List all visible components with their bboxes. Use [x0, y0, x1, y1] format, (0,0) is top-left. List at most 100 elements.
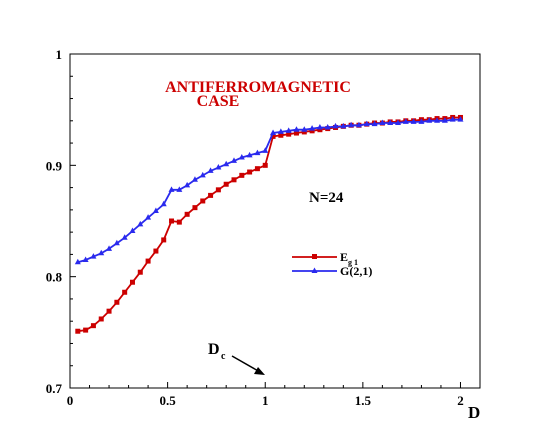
data-point-eg1	[83, 327, 89, 333]
data-point-g21	[324, 123, 331, 130]
data-point-eg1	[75, 328, 81, 334]
x-tick-label: 0.5	[159, 393, 176, 408]
case-label-line2: CASE	[197, 93, 240, 110]
data-point-eg1	[262, 162, 268, 168]
data-point-g21	[426, 117, 433, 123]
data-point-g21	[74, 258, 81, 265]
data-point-g21	[113, 239, 120, 246]
data-point-g21	[262, 147, 269, 153]
x-tick-label: 1	[262, 393, 269, 408]
data-point-g21	[152, 207, 159, 213]
series-line-g21	[77, 118, 461, 264]
data-point-g21	[434, 117, 441, 123]
data-point-g21	[379, 119, 386, 126]
series-line-eg1	[77, 116, 461, 333]
data-point-eg1	[286, 131, 292, 137]
data-point-g21	[215, 164, 222, 170]
data-point-eg1	[122, 289, 128, 295]
dc-arrowhead	[254, 367, 265, 375]
data-point-eg1	[223, 181, 229, 187]
data-point-eg1	[270, 133, 276, 139]
data-point-g21	[277, 128, 284, 134]
data-point-g21	[340, 122, 347, 129]
x-tick-label: 2	[457, 393, 464, 408]
legend-label-g21: G(2,1)	[340, 264, 372, 278]
data-point-eg1	[254, 166, 260, 172]
series-layer	[74, 114, 464, 334]
data-point-g21	[332, 122, 339, 129]
legend-label-eg1: E	[340, 250, 348, 264]
y-tick-label: 0.8	[46, 270, 63, 285]
data-point-eg1	[145, 258, 151, 264]
legend-label-eg1-subscript: g 1	[348, 258, 358, 267]
data-point-eg1	[184, 211, 190, 217]
data-point-g21	[301, 126, 308, 132]
data-point-g21	[176, 186, 183, 192]
data-point-g21	[363, 120, 370, 127]
case-label-line1: ANTIFERROMAGNETIC	[165, 79, 351, 96]
data-point-g21	[285, 127, 292, 133]
n-label: N=24	[309, 190, 344, 206]
data-point-eg1	[129, 279, 135, 285]
data-point-g21	[246, 151, 253, 158]
legend-marker-eg1	[312, 254, 317, 259]
data-point-g21	[184, 181, 191, 188]
data-point-eg1	[114, 299, 120, 305]
data-point-g21	[395, 119, 401, 126]
data-point-eg1	[231, 177, 237, 183]
data-point-eg1	[106, 308, 112, 314]
data-point-g21	[418, 118, 425, 124]
y-tick-label: 0.7	[46, 381, 63, 396]
data-point-g21	[106, 245, 113, 251]
data-point-g21	[254, 149, 261, 156]
data-point-eg1	[137, 269, 143, 275]
data-point-eg1	[278, 132, 284, 138]
data-point-eg1	[309, 128, 315, 134]
data-point-eg1	[176, 219, 182, 225]
data-point-g21	[129, 227, 136, 234]
data-point-eg1	[301, 129, 307, 135]
data-point-eg1	[169, 218, 175, 224]
data-point-g21	[145, 214, 152, 220]
data-point-g21	[90, 253, 97, 259]
data-point-g21	[441, 117, 448, 123]
data-point-eg1	[247, 169, 253, 175]
x-tick-label: 0	[67, 393, 74, 408]
data-point-g21	[121, 234, 128, 240]
data-point-eg1	[192, 205, 198, 211]
data-point-g21	[402, 118, 409, 124]
data-point-g21	[199, 171, 206, 178]
data-point-g21	[270, 129, 277, 136]
data-point-g21	[355, 121, 362, 128]
dc-label: D	[208, 341, 220, 358]
y-tick-label: 0.9	[46, 158, 63, 173]
data-point-g21	[98, 249, 105, 256]
x-tick-label: 1.5	[355, 393, 372, 408]
legend-marker-g21	[311, 267, 318, 273]
axis-ticks: 0 0.5 1 1.5 2 0.7 0.8 0.9 1	[46, 47, 464, 408]
data-point-g21	[231, 157, 237, 163]
data-point-g21	[457, 116, 464, 122]
data-point-eg1	[215, 187, 221, 193]
data-point-eg1	[90, 323, 96, 329]
data-point-g21	[207, 167, 214, 173]
data-point-g21	[449, 116, 456, 122]
data-point-eg1	[208, 192, 214, 198]
data-point-g21	[293, 126, 300, 132]
data-point-eg1	[153, 248, 159, 254]
data-point-eg1	[161, 237, 167, 243]
data-point-g21	[137, 220, 144, 227]
data-point-eg1	[200, 198, 206, 204]
x-axis-label: D	[468, 403, 480, 422]
plot-frame	[69, 53, 481, 389]
data-point-g21	[309, 125, 316, 131]
data-point-eg1	[317, 127, 323, 133]
data-point-g21	[410, 118, 417, 124]
data-point-g21	[160, 200, 167, 207]
y-tick-label: 1	[56, 47, 63, 62]
data-point-g21	[316, 123, 323, 130]
data-point-g21	[223, 160, 230, 167]
data-point-eg1	[98, 316, 104, 322]
data-point-eg1	[239, 172, 245, 178]
